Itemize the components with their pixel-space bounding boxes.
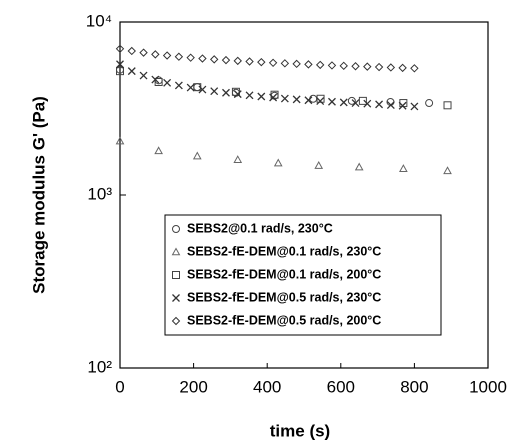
marker (210, 87, 219, 96)
marker (127, 46, 136, 56)
marker (316, 97, 325, 106)
marker (186, 53, 195, 62)
marker (351, 62, 360, 71)
legend-label: SEBS2@0.1 rad/s, 230°C (187, 221, 333, 235)
marker (314, 161, 324, 169)
marker (174, 81, 183, 90)
x-tick-label: 800 (400, 377, 428, 396)
marker (354, 162, 364, 171)
marker (233, 155, 243, 163)
y-axis-label: Storage modulus G' (Pa) (29, 96, 48, 294)
marker (386, 63, 396, 72)
x-tick-label: 200 (179, 377, 207, 396)
marker (257, 57, 266, 67)
marker (339, 61, 348, 71)
marker (116, 60, 124, 69)
marker (115, 44, 125, 54)
x-tick-label: 600 (327, 377, 355, 396)
marker (328, 97, 336, 106)
marker (304, 96, 313, 105)
marker (198, 54, 207, 63)
marker (245, 57, 254, 66)
marker (363, 99, 372, 108)
marker (358, 96, 367, 105)
marker (280, 94, 289, 103)
legend-label: SEBS2-fE-DEM@0.1 rad/s, 200°C (187, 267, 381, 281)
x-tick-label: 1000 (469, 377, 507, 396)
marker (443, 166, 452, 175)
marker (198, 85, 207, 94)
marker (186, 83, 195, 92)
marker (327, 61, 337, 70)
marker (221, 55, 231, 65)
marker (127, 67, 136, 76)
marker (257, 92, 266, 101)
marker (222, 88, 230, 97)
marker (245, 91, 254, 100)
y-tick-label: 10² (87, 357, 112, 376)
marker (410, 64, 419, 73)
marker (154, 77, 163, 86)
marker (233, 90, 242, 99)
marker (116, 67, 124, 76)
marker (174, 52, 184, 61)
legend-label: SEBS2-fE-DEM@0.5 rad/s, 230°C (187, 290, 381, 304)
legend-label: SEBS2-fE-DEM@0.5 rad/s, 200°C (187, 313, 381, 327)
legend-label: SEBS2-fE-DEM@0.1 rad/s, 230°C (187, 244, 381, 258)
marker (172, 294, 180, 302)
marker (304, 60, 313, 69)
marker (375, 100, 384, 109)
marker (315, 60, 325, 70)
y-tick-label: 10⁴ (86, 11, 112, 30)
x-axis-label: time (s) (270, 421, 330, 440)
marker (210, 55, 219, 64)
marker (139, 71, 148, 80)
marker (192, 151, 202, 160)
marker (351, 99, 360, 108)
marker (443, 101, 452, 110)
legend-box (164, 214, 442, 336)
marker (347, 96, 356, 105)
marker (171, 247, 181, 256)
marker (139, 48, 148, 57)
y-tick-label: 10³ (87, 184, 112, 203)
marker (163, 78, 172, 87)
marker (162, 51, 172, 60)
marker (115, 136, 125, 145)
x-tick-label: 400 (253, 377, 281, 396)
marker (292, 95, 301, 104)
marker (268, 58, 278, 68)
marker (233, 56, 242, 66)
marker (269, 93, 278, 102)
marker (292, 59, 301, 69)
marker (339, 98, 348, 107)
marker (280, 59, 290, 68)
marker (399, 164, 408, 172)
marker (172, 225, 180, 233)
marker (273, 158, 283, 167)
marker (374, 62, 384, 72)
marker (398, 63, 407, 73)
marker (410, 102, 419, 111)
x-tick-label: 0 (115, 377, 124, 396)
marker (151, 50, 160, 59)
marker (151, 75, 160, 84)
marker (171, 316, 181, 326)
marker (154, 146, 163, 155)
marker (425, 99, 434, 108)
marker (172, 271, 180, 279)
marker (398, 101, 407, 110)
marker (363, 62, 372, 71)
marker (386, 101, 395, 110)
